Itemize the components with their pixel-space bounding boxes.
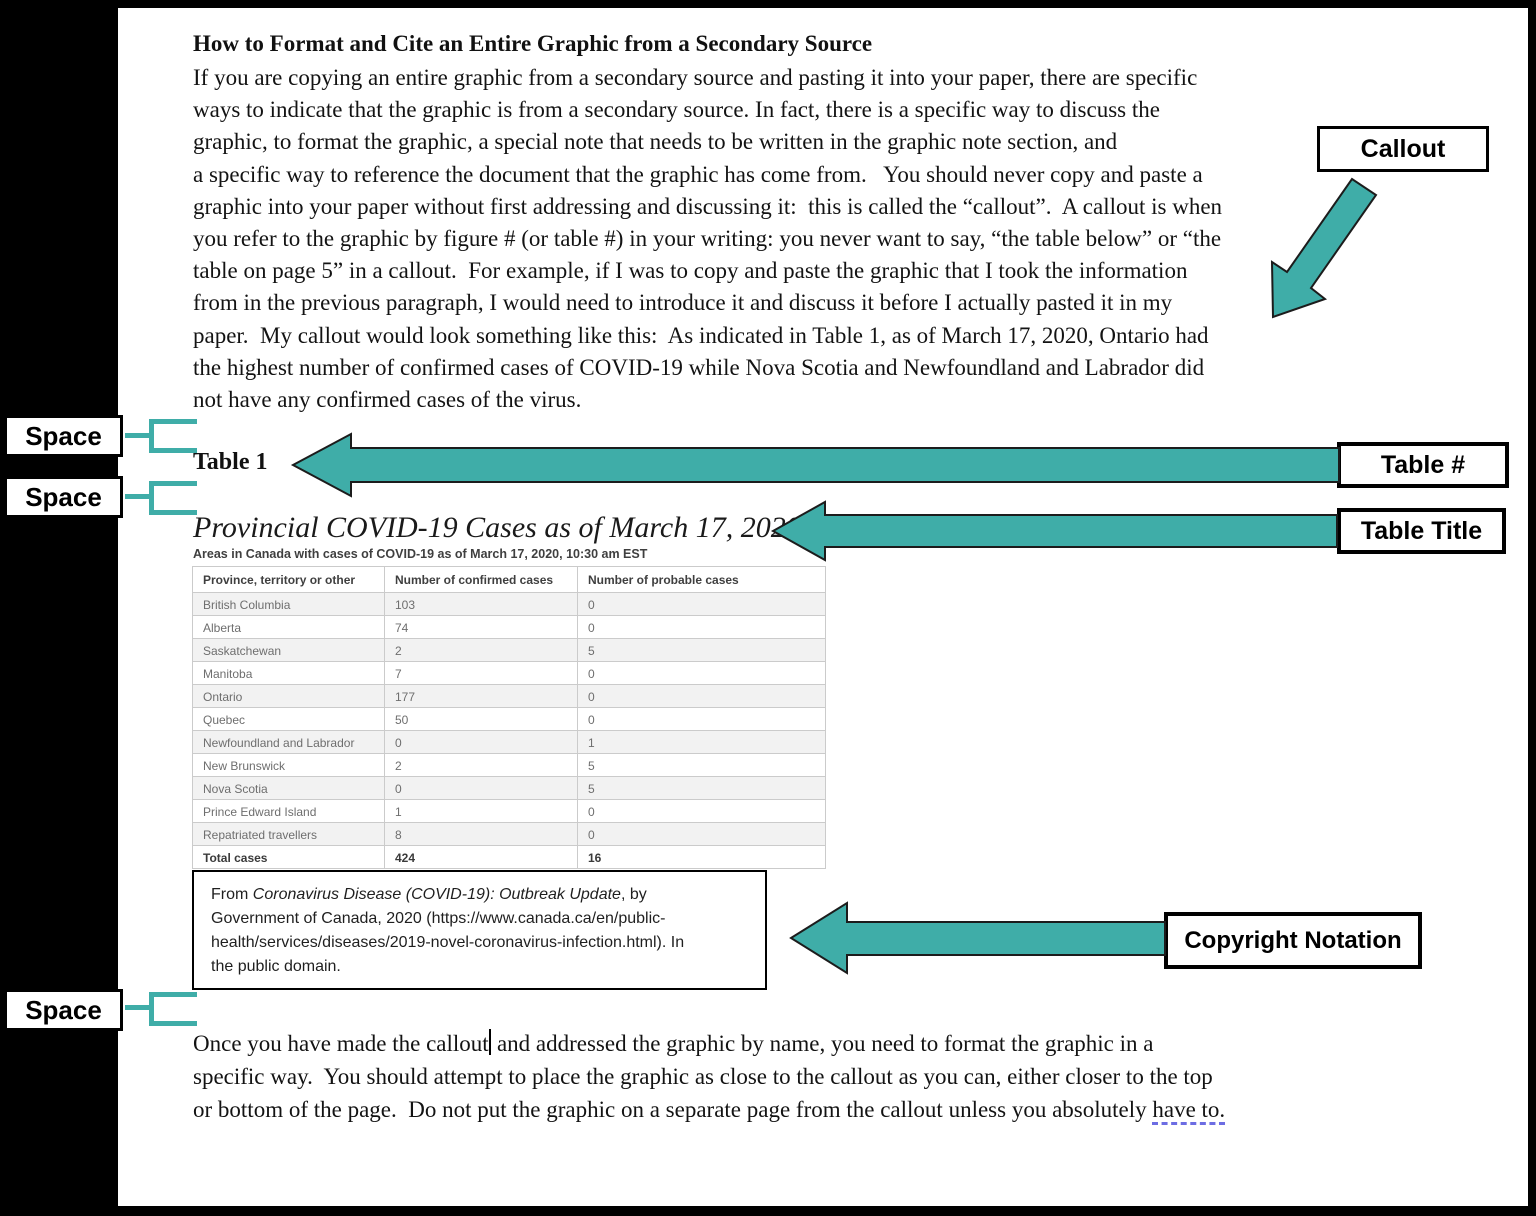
copyright-notation-label-box: Copyright Notation <box>1164 912 1422 969</box>
bracket-bottom <box>149 1021 197 1026</box>
callout-label-box: Callout <box>1317 126 1489 172</box>
paragraph2-segment: and addressed the graphic by name, you n… <box>193 1031 1213 1122</box>
table-row: Ontario 177 0 <box>192 684 826 708</box>
bracket-stem <box>125 1005 153 1010</box>
table-cell: 0 <box>577 615 826 639</box>
copyright-source-title: Coronavirus Disease (COVID-19): Outbreak… <box>252 886 621 903</box>
bracket-vertical <box>149 481 154 515</box>
doc-heading: How to Format and Cite an Entire Graphic… <box>193 31 873 56</box>
space-label-box-1: Space <box>4 415 123 457</box>
copyright-note-prefix: From <box>211 886 253 903</box>
table-header-cell: Number of probable cases <box>577 566 826 593</box>
table-cell: 16 <box>577 845 826 869</box>
table-row: Quebec 50 0 <box>192 707 826 731</box>
bracket-top <box>149 419 197 424</box>
copyright-arrow <box>789 901 1166 975</box>
covid-table-body: British Columbia 103 0 Alberta 74 0 Saskatchew… <box>192 592 826 869</box>
table-number-text: Table 1 <box>193 449 268 475</box>
table-cell: 1 <box>577 730 826 754</box>
table-header-cell: Number of confirmed cases <box>384 566 578 593</box>
doc-paragraph-1: If you are copying an entire graphic fro… <box>193 65 1223 413</box>
table-cell: 2 <box>384 753 578 777</box>
table-cell: 5 <box>577 776 826 800</box>
table-row: Nova Scotia 0 5 <box>192 776 826 800</box>
space-label-box-3: Space <box>4 989 123 1031</box>
table-cell: 424 <box>384 845 578 869</box>
grammar-check-underline: have to. <box>1152 1097 1226 1125</box>
bracket-top <box>149 481 197 486</box>
table-row: Saskatchewan 2 5 <box>192 638 826 662</box>
table-cell: Nova Scotia <box>192 776 385 800</box>
table-row: British Columbia 103 0 <box>192 592 826 616</box>
table-cell: 0 <box>577 799 826 823</box>
bracket-bottom <box>149 448 197 453</box>
table-row: Newfoundland and Labrador 0 1 <box>192 730 826 754</box>
text-cursor <box>488 1029 492 1055</box>
table-cell: 103 <box>384 592 578 616</box>
bracket-stem <box>125 433 153 438</box>
table-cell: Quebec <box>192 707 385 731</box>
table-row: Manitoba 7 0 <box>192 661 826 685</box>
table-cell: Prince Edward Island <box>192 799 385 823</box>
table-cell: Manitoba <box>192 661 385 685</box>
table-cell: 0 <box>577 707 826 731</box>
table-cell: 7 <box>384 661 578 685</box>
table-cell: 2 <box>384 638 578 662</box>
copyright-note-box: From Coronavirus Disease (COVID-19): Out… <box>192 870 767 990</box>
table-title-label-box: Table Title <box>1337 508 1506 554</box>
table-number-arrow <box>290 432 1340 498</box>
doc-paragraph-2: Once you have made the callout and addre… <box>193 1027 1226 1126</box>
table-cell: 0 <box>577 592 826 616</box>
table-cell: New Brunswick <box>192 753 385 777</box>
table-cell: 50 <box>384 707 578 731</box>
table-row: Prince Edward Island 1 0 <box>192 799 826 823</box>
table-row: Alberta 74 0 <box>192 615 826 639</box>
bracket-vertical <box>149 419 154 453</box>
table-cell: 5 <box>577 753 826 777</box>
table-row: Repatriated travellers 8 0 <box>192 822 826 846</box>
table-cell: Newfoundland and Labrador <box>192 730 385 754</box>
callout-arrow <box>1270 177 1378 319</box>
bracket-vertical <box>149 992 154 1026</box>
table-cell: 0 <box>577 684 826 708</box>
table-row: New Brunswick 2 5 <box>192 753 826 777</box>
table-cell: 5 <box>577 638 826 662</box>
table-cell: Alberta <box>192 615 385 639</box>
table-cell: Saskatchewan <box>192 638 385 662</box>
table-header-row: Province, territory or other Number of c… <box>192 566 826 593</box>
table-cell: 0 <box>384 730 578 754</box>
table-cell: Repatriated travellers <box>192 822 385 846</box>
bracket-top <box>149 992 197 997</box>
table-cell: British Columbia <box>192 592 385 616</box>
table-title-text: Provincial COVID-19 Cases as of March 17… <box>193 511 801 544</box>
table-cell: 1 <box>384 799 578 823</box>
table-cell: 0 <box>577 822 826 846</box>
covid-table: Province, territory or other Number of c… <box>192 566 826 869</box>
table-cell: 8 <box>384 822 578 846</box>
table-header-cell: Province, territory or other <box>192 566 385 593</box>
table-cell: Ontario <box>192 684 385 708</box>
space-label-box-2: Space <box>4 476 123 518</box>
table-title-arrow <box>770 500 1338 562</box>
paragraph2-segment: Once you have made the callout <box>193 1031 489 1056</box>
copyright-note-suffix: , by Government of Canada, 2020 (https:/… <box>211 886 685 975</box>
bracket-stem <box>125 494 153 499</box>
table-number-label-box: Table # <box>1337 442 1509 488</box>
table-cell: 0 <box>384 776 578 800</box>
table-total-row: Total cases 424 16 <box>192 845 826 869</box>
table-cell: 177 <box>384 684 578 708</box>
table-subtitle-text: Areas in Canada with cases of COVID-19 a… <box>193 547 648 561</box>
table-cell: 0 <box>577 661 826 685</box>
table-cell: 74 <box>384 615 578 639</box>
table-cell: Total cases <box>192 845 385 869</box>
bracket-bottom <box>149 510 197 515</box>
